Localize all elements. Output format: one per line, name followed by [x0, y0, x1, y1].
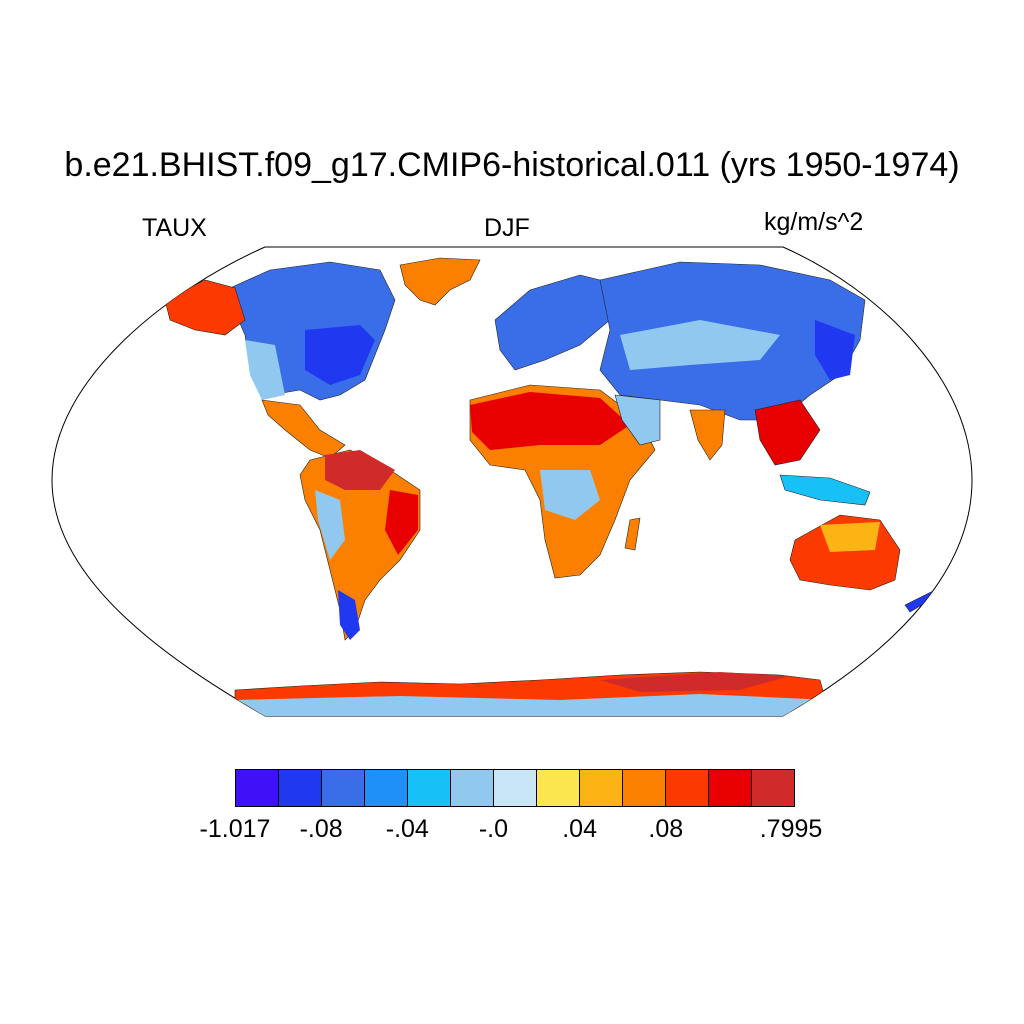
colorbar-tick-label: .04 — [562, 815, 597, 843]
colorbar-box — [236, 770, 279, 806]
land-alaska — [164, 279, 246, 336]
land-north-america-west — [245, 340, 285, 400]
land-andes — [315, 490, 345, 560]
variable-label: TAUX — [142, 214, 207, 242]
land-antarctica-interior — [235, 694, 830, 716]
land-greenland — [399, 257, 481, 306]
colorbar-box — [623, 770, 666, 806]
colorbar-box — [279, 770, 322, 806]
land-brazil-east — [385, 490, 418, 555]
colorbar-box — [580, 770, 623, 806]
colorbar-tick-label: -.08 — [299, 815, 343, 843]
colorbar-box — [365, 770, 408, 806]
colorbar — [235, 769, 795, 807]
land-far-east — [815, 320, 855, 380]
colorbar-tick-label: .7995 — [759, 815, 823, 843]
colorbar-tick-label: -1.017 — [199, 815, 271, 843]
plot-title: b.e21.BHIST.f09_g17.CMIP6-historical.011… — [64, 146, 960, 184]
land-sahara — [470, 392, 630, 450]
colorbar-tick-label: .08 — [648, 815, 684, 843]
land-madagascar — [624, 517, 641, 551]
colorbar-box — [322, 770, 365, 806]
colorbar-tick-label: -.04 — [385, 815, 429, 843]
colorbar-box — [408, 770, 451, 806]
land-patagonia — [338, 590, 360, 640]
units-label: kg/m/s^2 — [764, 208, 864, 236]
colorbar-box — [537, 770, 580, 806]
land-arabia — [614, 394, 661, 446]
colorbar-box — [451, 770, 494, 806]
land-amazon — [325, 450, 395, 490]
land-india — [689, 409, 726, 461]
land-north-america-east — [305, 325, 375, 385]
land-congo — [540, 470, 600, 520]
colorbar-box — [666, 770, 709, 806]
land-europe — [494, 274, 621, 371]
colorbar-tick-label: -.0 — [478, 815, 509, 843]
land-se-asia — [754, 399, 821, 466]
land-antarctica-east-peak — [600, 672, 790, 692]
season-label: DJF — [484, 214, 530, 242]
land-siberia-band — [620, 320, 780, 370]
land-indonesia — [779, 474, 871, 506]
land-australia-north — [820, 522, 880, 552]
colorbar-box — [709, 770, 752, 806]
colorbar-box — [494, 770, 537, 806]
colorbar-box — [752, 770, 794, 806]
